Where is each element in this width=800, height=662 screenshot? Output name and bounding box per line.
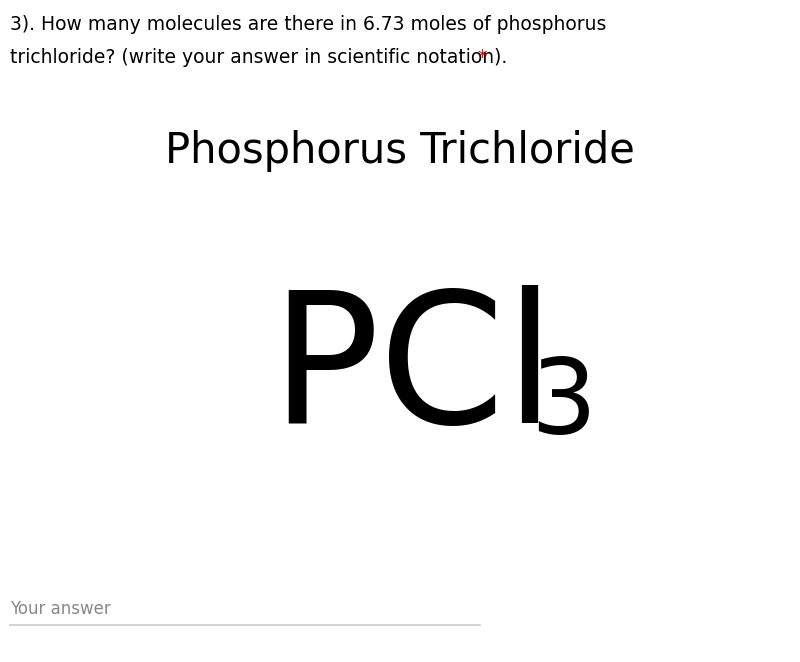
Text: trichloride? (write your answer in scientific notation).: trichloride? (write your answer in scien… xyxy=(10,48,507,67)
Text: 3). How many molecules are there in 6.73 moles of phosphorus: 3). How many molecules are there in 6.73… xyxy=(10,15,606,34)
Text: Phosphorus Trichloride: Phosphorus Trichloride xyxy=(165,130,635,172)
Text: PCl: PCl xyxy=(270,285,555,461)
Text: *: * xyxy=(472,48,487,67)
Text: 3: 3 xyxy=(530,355,596,456)
Text: Your answer: Your answer xyxy=(10,600,110,618)
